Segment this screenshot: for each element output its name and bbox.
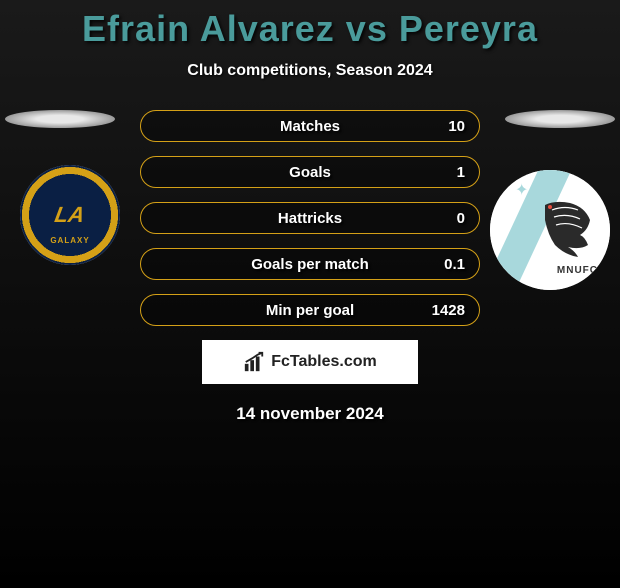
stat-rows: Matches 10 Goals 1 Hattricks 0 Goals per… [140, 110, 480, 326]
fctables-text: FcTables.com [271, 353, 377, 371]
mnufc-star-icon: ✦ [515, 180, 528, 200]
mnufc-text: MNUFC [557, 265, 598, 276]
stat-value-right: 0.1 [444, 256, 465, 273]
stats-area: LA GALAXY ✦ MNUFC Matches 10 Goals 1 Hat… [0, 110, 620, 424]
stat-row-gpm: Goals per match 0.1 [140, 248, 480, 280]
stat-label: Matches [280, 118, 340, 135]
stat-row-matches: Matches 10 [140, 110, 480, 142]
stat-row-hattricks: Hattricks 0 [140, 202, 480, 234]
la-galaxy-text: LA [53, 202, 87, 228]
stat-label: Min per goal [266, 302, 354, 319]
comparison-title: Efrain Alvarez vs Pereyra [0, 8, 620, 50]
mnufc-crest: ✦ MNUFC [490, 170, 610, 290]
stat-row-mpg: Min per goal 1428 [140, 294, 480, 326]
fctables-logo-icon [243, 351, 265, 373]
team-badge-right: ✦ MNUFC [490, 170, 610, 290]
comparison-date: 14 november 2024 [0, 404, 620, 424]
stat-row-goals: Goals 1 [140, 156, 480, 188]
stat-value-right: 1428 [432, 302, 465, 319]
stat-value-right: 10 [448, 118, 465, 135]
la-galaxy-crest: LA GALAXY [20, 165, 120, 265]
player-shadow-right [505, 110, 615, 128]
stat-label: Goals per match [251, 256, 369, 273]
team-badge-left: LA GALAXY [20, 165, 120, 265]
player-shadow-left [5, 110, 115, 128]
stat-label: Hattricks [278, 210, 342, 227]
fctables-watermark: FcTables.com [202, 340, 418, 384]
la-galaxy-subtext: GALAXY [50, 236, 89, 245]
stat-label: Goals [289, 164, 331, 181]
stat-value-right: 1 [457, 164, 465, 181]
comparison-subtitle: Club competitions, Season 2024 [0, 62, 620, 80]
stat-value-right: 0 [457, 210, 465, 227]
mnufc-wing-icon [540, 195, 595, 260]
